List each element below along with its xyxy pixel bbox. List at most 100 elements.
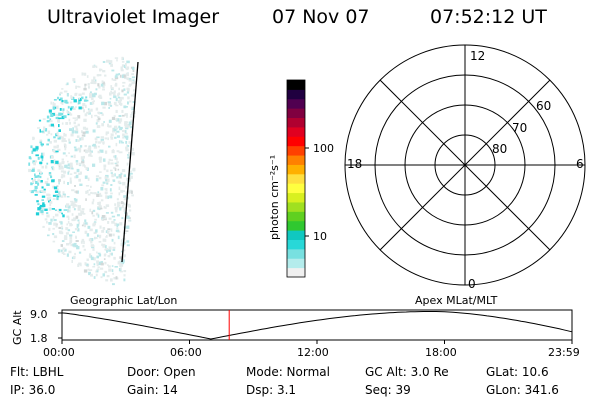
- uv-pixel: [74, 228, 78, 231]
- uv-pixel: [54, 190, 59, 193]
- uv-pixel: [87, 108, 90, 111]
- uv-pixel: [46, 197, 50, 201]
- uv-pixel: [107, 103, 112, 106]
- uv-pixel: [92, 163, 96, 167]
- uv-pixel: [109, 97, 112, 100]
- uv-pixel: [60, 221, 63, 225]
- uv-pixel: [105, 188, 108, 192]
- uv-pixel: [108, 119, 112, 123]
- uv-pixel: [114, 155, 117, 159]
- uv-pixel: [83, 99, 88, 102]
- uv-pixel: [68, 141, 71, 144]
- uv-pixel: [119, 118, 123, 122]
- uv-pixel: [68, 209, 71, 213]
- uv-pixel: [96, 260, 99, 264]
- uv-pixel: [74, 198, 78, 202]
- uv-pixel: [88, 154, 92, 157]
- uv-pixel: [98, 141, 101, 144]
- uv-pixel: [130, 94, 134, 97]
- polar-diagonal-2: [379, 79, 551, 251]
- uv-pixel: [60, 101, 63, 104]
- uv-pixel: [68, 118, 71, 122]
- uv-pixel: [75, 174, 79, 178]
- colorbar-scale: [287, 80, 305, 278]
- uv-pixel: [36, 200, 39, 203]
- uv-pixel: [72, 96, 75, 100]
- uv-pixel: [86, 111, 90, 114]
- colorbar-segment: [287, 173, 305, 184]
- uv-pixel: [64, 164, 68, 168]
- uv-pixel: [108, 145, 111, 148]
- uv-pixel: [66, 166, 70, 169]
- uv-pixel: [41, 206, 45, 210]
- uv-pixel: [96, 268, 100, 271]
- uv-pixel: [96, 74, 99, 77]
- orbit-panel: Geographic Lat/Lon Apex MLat/MLT 9.0 1.8…: [11, 294, 580, 359]
- uv-pixel: [123, 174, 126, 177]
- uv-pixel: [43, 188, 46, 191]
- uv-pixel: [61, 136, 64, 140]
- uv-pixel: [122, 85, 125, 87]
- uv-pixel: [66, 243, 70, 246]
- uv-pixel: [39, 161, 43, 165]
- uv-pixel: [76, 163, 78, 166]
- uv-pixel: [126, 225, 130, 229]
- uv-pixel: [81, 208, 85, 211]
- uv-pixel: [38, 119, 42, 122]
- uv-pixel: [83, 109, 85, 113]
- uv-pixel: [115, 276, 118, 280]
- uv-pixel: [97, 252, 101, 255]
- uv-pixel: [58, 129, 61, 132]
- uv-pixel: [125, 146, 128, 150]
- uv-pixel: [131, 194, 134, 197]
- uv-pixel: [75, 190, 78, 194]
- uv-pixel: [74, 93, 78, 96]
- uv-pixel: [116, 118, 120, 122]
- uv-pixel: [92, 209, 96, 212]
- uv-pixel: [102, 61, 106, 63]
- uv-pixel: [130, 170, 132, 173]
- uv-pixel: [128, 174, 131, 177]
- uv-pixel: [60, 113, 64, 115]
- uv-pixel: [37, 203, 40, 206]
- uv-pixel: [63, 132, 66, 137]
- colorbar-tick-label-10: 10: [313, 230, 327, 243]
- uv-pixel: [59, 91, 63, 94]
- info-glon: GLon: 341.6: [486, 383, 559, 397]
- uv-pixel: [89, 228, 93, 232]
- uv-pixel: [61, 115, 65, 120]
- uv-pixel: [125, 140, 128, 144]
- uv-pixel: [123, 249, 126, 252]
- uv-pixel: [40, 209, 44, 214]
- uv-pixel: [123, 254, 126, 257]
- uv-pixel: [115, 118, 118, 121]
- uv-pixel: [73, 154, 76, 159]
- uv-pixel: [84, 83, 87, 86]
- uv-pixel: [102, 106, 106, 109]
- mlat-label-80: 80: [492, 142, 507, 156]
- uv-pixel: [45, 165, 48, 169]
- uv-pixel: [90, 255, 93, 259]
- uv-pixel: [99, 267, 104, 270]
- uv-pixel: [121, 141, 124, 144]
- uv-pixel: [101, 184, 105, 187]
- uv-pixel: [133, 89, 137, 92]
- uv-pixel: [128, 124, 131, 127]
- uv-pixel: [91, 101, 95, 105]
- uv-pixel: [113, 101, 117, 106]
- uv-pixel: [39, 139, 42, 142]
- uv-pixel: [77, 219, 80, 222]
- uv-pixel: [92, 266, 96, 268]
- uv-pixel: [92, 198, 95, 202]
- uv-pixel: [94, 137, 98, 140]
- uv-pixel: [63, 115, 67, 119]
- uv-pixel: [90, 108, 93, 112]
- uv-pixel: [82, 92, 85, 95]
- uv-pixel: [48, 222, 52, 225]
- uv-pixel: [114, 76, 119, 80]
- uv-pixel: [97, 150, 101, 154]
- uv-pixel: [94, 79, 97, 82]
- uv-pixel: [114, 173, 116, 177]
- uv-pixel: [85, 127, 89, 131]
- uv-pixel: [75, 160, 79, 163]
